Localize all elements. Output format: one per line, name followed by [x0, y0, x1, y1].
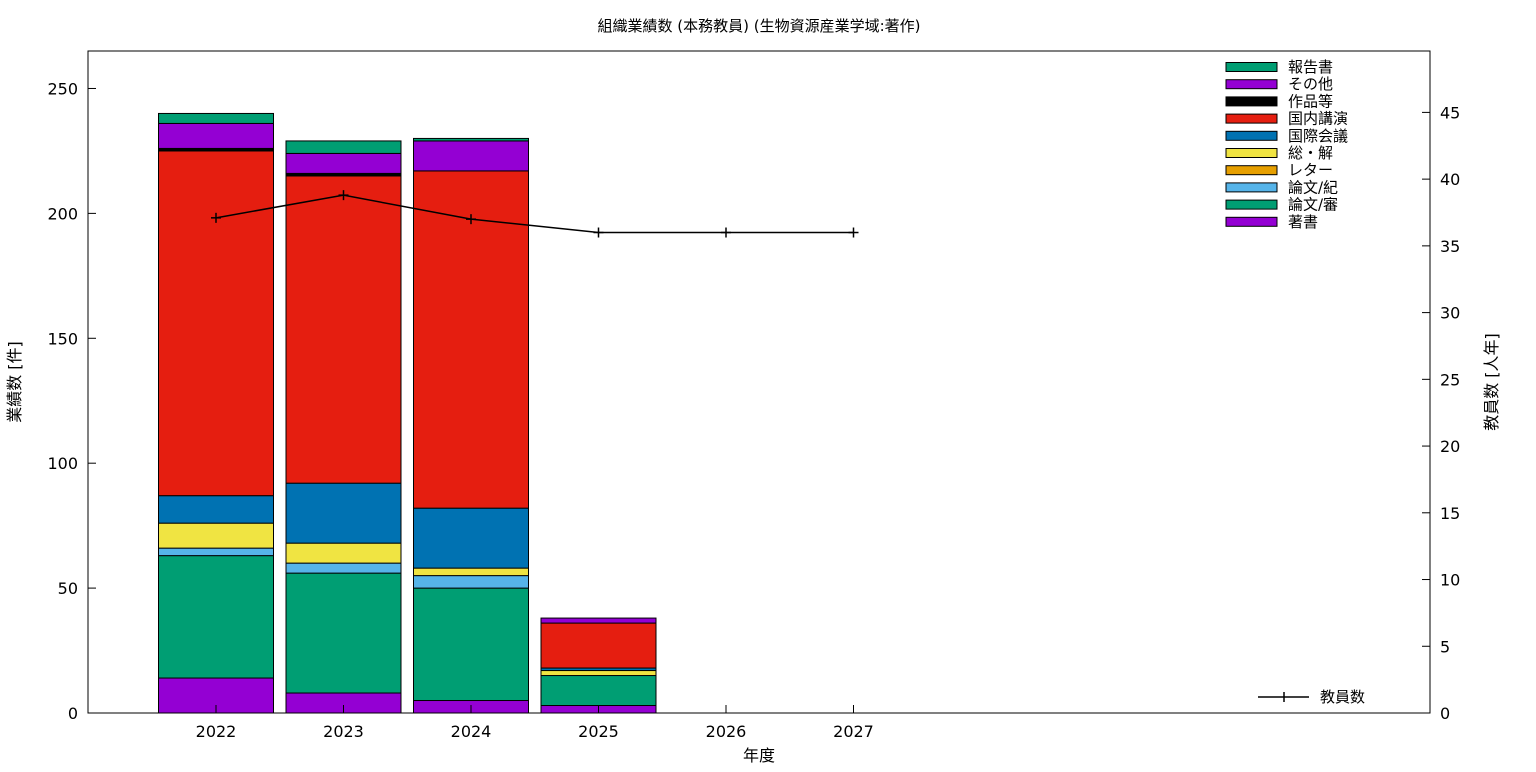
- bar-segment: [285, 572, 402, 694]
- bar-segment: [158, 112, 274, 124]
- legend-swatch: [1225, 148, 1278, 158]
- legend-label: 著書: [1288, 213, 1318, 231]
- bar-segment: [413, 567, 529, 577]
- bar-segment: [285, 562, 402, 574]
- legend-label: 論文/紀: [1288, 178, 1338, 196]
- bar-segment: [158, 122, 274, 149]
- bar-segment: [285, 542, 402, 564]
- legend-swatch: [1225, 62, 1278, 72]
- legend-swatch: [1225, 113, 1278, 124]
- y2-tick-label: 40: [1440, 170, 1460, 189]
- bar-segment: [285, 482, 402, 544]
- y2-tick-label: 15: [1440, 504, 1460, 523]
- y2-tick-label: 20: [1440, 437, 1460, 456]
- line-point: [466, 214, 476, 225]
- y2-tick-label: 35: [1440, 237, 1460, 256]
- bars-layer: [158, 112, 657, 714]
- legend-label: その他: [1288, 75, 1333, 93]
- y-tick-label: 0: [68, 704, 78, 723]
- bar-segment: [540, 675, 657, 707]
- bar-segment: [540, 622, 657, 669]
- x-tick-label: 2022: [196, 722, 237, 741]
- bar-segment: [540, 670, 657, 677]
- x-tick-label: 2024: [451, 722, 492, 741]
- bar-segment: [413, 575, 529, 589]
- bar-segment: [158, 547, 274, 557]
- y-tick-label: 250: [47, 79, 78, 98]
- y2-tick-label: 5: [1440, 637, 1450, 656]
- y-tick-label: 100: [47, 454, 78, 473]
- legend-swatch: [1225, 182, 1278, 193]
- x-tick-label: 2025: [578, 722, 619, 741]
- line-layer: [211, 190, 859, 238]
- bar-segment: [413, 587, 529, 702]
- x-tick-label: 2023: [323, 722, 364, 741]
- legend-swatch: [1225, 96, 1278, 107]
- y-tick-label: 150: [47, 329, 78, 348]
- legend-label: レター: [1288, 161, 1333, 179]
- x-tick-label: 2027: [833, 722, 874, 741]
- bar-segment: [158, 555, 274, 679]
- line-point: [721, 227, 731, 238]
- legend-label: 国内講演: [1288, 110, 1348, 128]
- plot-frame: [87, 50, 1431, 714]
- y-tick-label: 200: [47, 204, 78, 223]
- bar-segment: [413, 137, 529, 142]
- y2-tick-label: 0: [1440, 704, 1450, 723]
- y2-axis-title: 教員数 [人年]: [1482, 333, 1501, 431]
- line-point: [848, 227, 859, 238]
- legend-swatch: [1225, 165, 1278, 176]
- line-point: [211, 212, 221, 223]
- x-tick-label: 2026: [706, 722, 747, 741]
- legend-swatch: [1225, 79, 1278, 90]
- legend-swatch: [1225, 199, 1278, 210]
- bar-segment: [285, 140, 402, 154]
- line-point: [338, 190, 349, 201]
- y2-tick-label: 10: [1440, 571, 1460, 590]
- bar-segment: [285, 175, 402, 484]
- line-series-path: [215, 194, 854, 234]
- bar-segment: [413, 140, 529, 172]
- legend-label: 作品等: [1288, 92, 1333, 110]
- legend-label: 国際会議: [1288, 127, 1348, 145]
- legend-label: 論文/審: [1288, 196, 1338, 214]
- bar-segment: [158, 522, 274, 549]
- legend-label: 教員数: [1320, 688, 1365, 706]
- bar-segment: [285, 152, 402, 174]
- y2-tick-label: 25: [1440, 370, 1460, 389]
- legend-swatch: [1225, 216, 1278, 227]
- legend-label: 報告書: [1288, 58, 1333, 76]
- bar-segment: [413, 507, 529, 569]
- bar-segment: [540, 617, 657, 624]
- bar-segment: [413, 170, 529, 509]
- y-axis-title: 業績数 [件]: [5, 341, 24, 423]
- chart-title: 組織業績数 (本務教員) (生物資源産業学域:著作): [597, 17, 920, 35]
- legend-label: 総・解: [1288, 144, 1333, 162]
- bar-segment: [158, 150, 274, 497]
- y-tick-label: 50: [58, 579, 78, 598]
- y2-tick-label: 30: [1440, 304, 1460, 323]
- x-axis-title: 年度: [743, 746, 775, 765]
- legend-swatch: [1225, 130, 1278, 141]
- bar-segment: [158, 495, 274, 524]
- y2-tick-label: 45: [1440, 103, 1460, 122]
- line-point: [593, 227, 604, 238]
